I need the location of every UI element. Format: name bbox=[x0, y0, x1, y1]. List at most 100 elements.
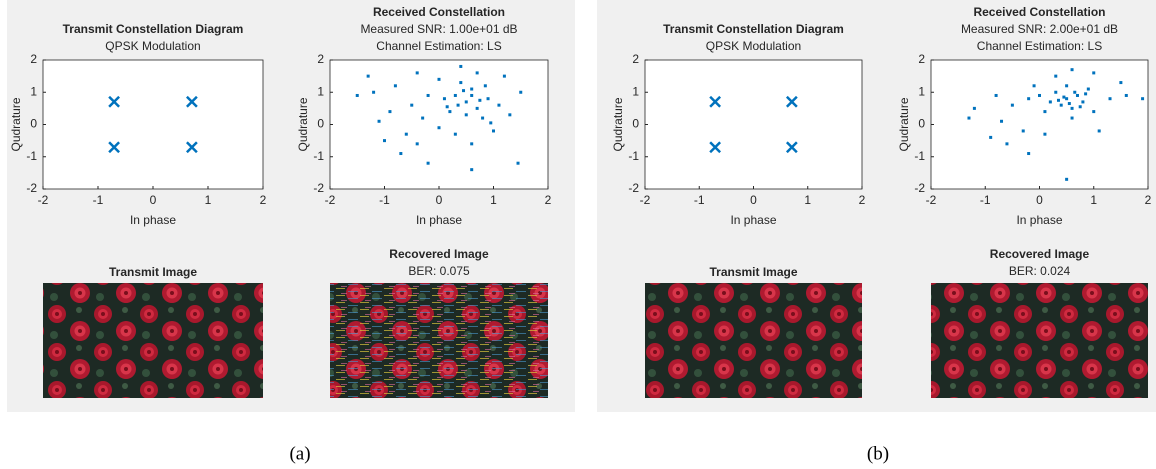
point bbox=[454, 94, 457, 97]
y-tick-label: 2 bbox=[918, 52, 925, 66]
y-tick-label: -1 bbox=[914, 149, 925, 163]
point bbox=[1073, 91, 1076, 94]
chart-subtitle: Measured SNR: 1.00e+01 dB bbox=[360, 22, 517, 36]
point bbox=[517, 162, 520, 165]
y-tick-label: 0 bbox=[30, 117, 37, 131]
x-tick-label: -1 bbox=[93, 193, 104, 207]
point bbox=[459, 81, 462, 84]
x-tick-label: 0 bbox=[436, 193, 443, 207]
y-tick-label: 0 bbox=[632, 117, 639, 131]
y-axis-label: Qudrature bbox=[897, 97, 911, 151]
point bbox=[1084, 92, 1087, 95]
point bbox=[394, 84, 397, 87]
point bbox=[465, 113, 468, 116]
point bbox=[989, 136, 992, 139]
x-tick-label: 0 bbox=[1036, 193, 1043, 207]
y-tick-label: 1 bbox=[632, 84, 639, 98]
point bbox=[476, 71, 479, 74]
chart-subtitle: QPSK Modulation bbox=[105, 39, 200, 53]
x-tick-label: 1 bbox=[1090, 193, 1097, 207]
point bbox=[1027, 152, 1030, 155]
point bbox=[405, 133, 408, 136]
y-axis-label: Qudrature bbox=[611, 97, 625, 151]
point bbox=[1119, 81, 1122, 84]
x-tick-label: 0 bbox=[150, 193, 157, 207]
point bbox=[1049, 100, 1052, 103]
point bbox=[1071, 107, 1074, 110]
image-title: Recovered Image bbox=[990, 247, 1090, 261]
image bbox=[43, 283, 263, 398]
point bbox=[356, 94, 359, 97]
plot-area bbox=[645, 60, 862, 189]
image-title: Transmit Image bbox=[109, 265, 197, 279]
point bbox=[1057, 99, 1060, 102]
point bbox=[470, 168, 473, 171]
chart-title: Transmit Constellation Diagram bbox=[663, 22, 844, 36]
point bbox=[1054, 91, 1057, 94]
x-axis-label: In phase bbox=[730, 213, 776, 227]
point bbox=[487, 97, 490, 100]
chart-subtitle: Channel Estimation: LS bbox=[376, 39, 501, 53]
point bbox=[1065, 178, 1068, 181]
point bbox=[470, 94, 473, 97]
y-tick-label: 0 bbox=[918, 117, 925, 131]
point bbox=[1125, 94, 1128, 97]
figure: (a) (b) Transmit Constellation Diagram QP… bbox=[0, 0, 1156, 469]
x-tick-label: 2 bbox=[1145, 193, 1152, 207]
point bbox=[1141, 97, 1144, 100]
caption: (a) bbox=[289, 443, 310, 464]
chart-title: Received Constellation bbox=[973, 5, 1105, 19]
chart-title: Received Constellation bbox=[373, 5, 505, 19]
point bbox=[995, 94, 998, 97]
point bbox=[457, 104, 460, 107]
y-tick-label: -1 bbox=[26, 149, 37, 163]
point bbox=[1079, 105, 1082, 108]
image bbox=[931, 283, 1148, 398]
point bbox=[497, 104, 500, 107]
x-tick-label: -1 bbox=[694, 193, 705, 207]
point bbox=[416, 142, 419, 145]
point bbox=[454, 133, 457, 136]
point bbox=[508, 113, 511, 116]
point bbox=[438, 78, 441, 81]
y-tick-label: -2 bbox=[914, 181, 925, 195]
caption: (b) bbox=[867, 443, 889, 464]
point bbox=[1076, 94, 1079, 97]
x-tick-label: -1 bbox=[379, 193, 390, 207]
x-axis-label: In phase bbox=[1016, 213, 1062, 227]
point bbox=[1071, 68, 1074, 71]
point bbox=[465, 100, 468, 103]
y-tick-label: 1 bbox=[918, 84, 925, 98]
point bbox=[470, 88, 473, 91]
point bbox=[378, 120, 381, 123]
y-tick-label: -2 bbox=[26, 181, 37, 195]
image-subtitle: BER: 0.024 bbox=[1009, 264, 1071, 278]
point bbox=[446, 105, 449, 108]
point bbox=[1011, 104, 1014, 107]
y-tick-label: 2 bbox=[632, 52, 639, 66]
y-axis-label: Qudrature bbox=[9, 97, 23, 151]
y-tick-label: -2 bbox=[313, 181, 324, 195]
point bbox=[1065, 97, 1068, 100]
x-tick-label: 1 bbox=[804, 193, 811, 207]
y-tick-label: 1 bbox=[30, 84, 37, 98]
point bbox=[459, 65, 462, 68]
point bbox=[421, 117, 424, 120]
point bbox=[1043, 133, 1046, 136]
point bbox=[1060, 104, 1063, 107]
y-tick-label: 2 bbox=[317, 52, 324, 66]
y-tick-label: 0 bbox=[317, 117, 324, 131]
point bbox=[1087, 88, 1090, 91]
point bbox=[1054, 75, 1057, 78]
point bbox=[367, 75, 370, 78]
y-tick-label: 2 bbox=[30, 52, 37, 66]
chart-subtitle: Measured SNR: 2.00e+01 dB bbox=[961, 22, 1118, 36]
point bbox=[481, 117, 484, 120]
point bbox=[427, 162, 430, 165]
y-axis-label: Qudrature bbox=[296, 97, 310, 151]
x-tick-label: 0 bbox=[750, 193, 757, 207]
point bbox=[1033, 84, 1036, 87]
x-tick-label: 1 bbox=[490, 193, 497, 207]
y-tick-label: -2 bbox=[628, 181, 639, 195]
x-tick-label: -1 bbox=[980, 193, 991, 207]
